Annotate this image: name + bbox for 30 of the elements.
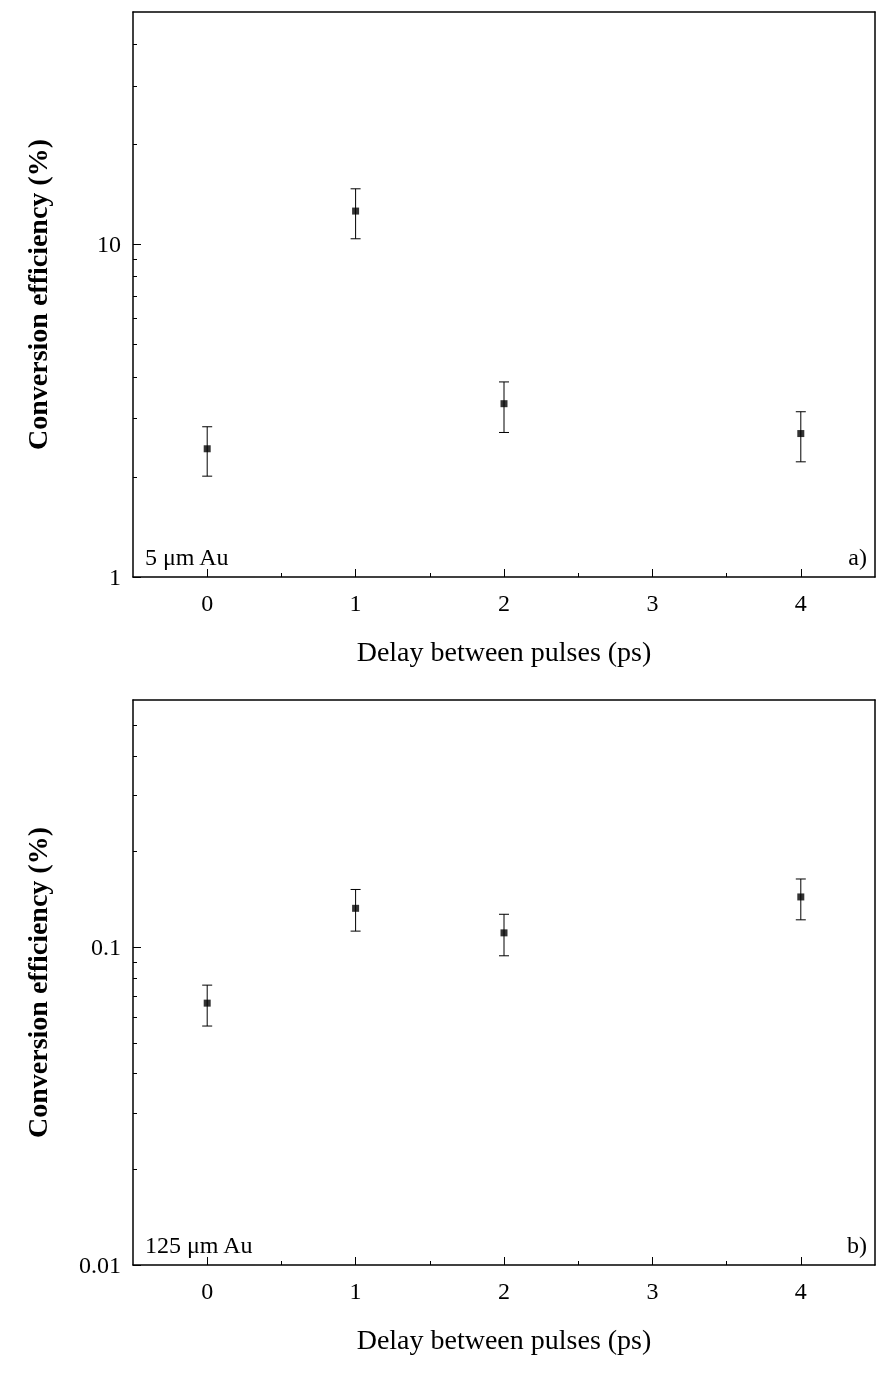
- y-tick-label: 0.1: [91, 934, 121, 961]
- x-tick-label: 2: [498, 1278, 510, 1304]
- x-tick-label: 3: [646, 1278, 659, 1304]
- point: [797, 430, 805, 438]
- point: [203, 999, 211, 1007]
- y-axis-title: Conversion efficiency (%): [21, 138, 53, 451]
- point: [352, 207, 360, 215]
- annotation: b): [847, 1232, 868, 1258]
- point: [352, 904, 360, 912]
- x-tick-label: 1: [349, 590, 362, 616]
- point: [203, 445, 211, 453]
- x-tick-label: 2: [498, 590, 510, 616]
- x-tick-label: 4: [794, 1278, 807, 1304]
- x-tick-label: 0: [201, 590, 214, 616]
- y-tick-label: 1: [109, 564, 121, 590]
- point: [797, 893, 805, 901]
- x-tick-label: 4: [794, 590, 807, 616]
- point: [500, 400, 508, 408]
- y-axis-title: Conversion efficiency (%): [21, 826, 53, 1139]
- point: [500, 929, 508, 937]
- x-axis-title: Delay between pulses (ps): [356, 1323, 652, 1355]
- annotation: 5 μm Au: [145, 544, 229, 570]
- x-tick-label: 1: [349, 1278, 362, 1304]
- x-tick-label: 3: [646, 590, 659, 616]
- y-tick-label: 10: [97, 231, 121, 258]
- annotation: 125 μm Au: [145, 1232, 253, 1258]
- x-tick-label: 0: [201, 1278, 214, 1304]
- x-axis-title: Delay between pulses (ps): [356, 635, 652, 667]
- annotation: a): [848, 544, 868, 570]
- y-tick-label: 0.01: [79, 1252, 121, 1278]
